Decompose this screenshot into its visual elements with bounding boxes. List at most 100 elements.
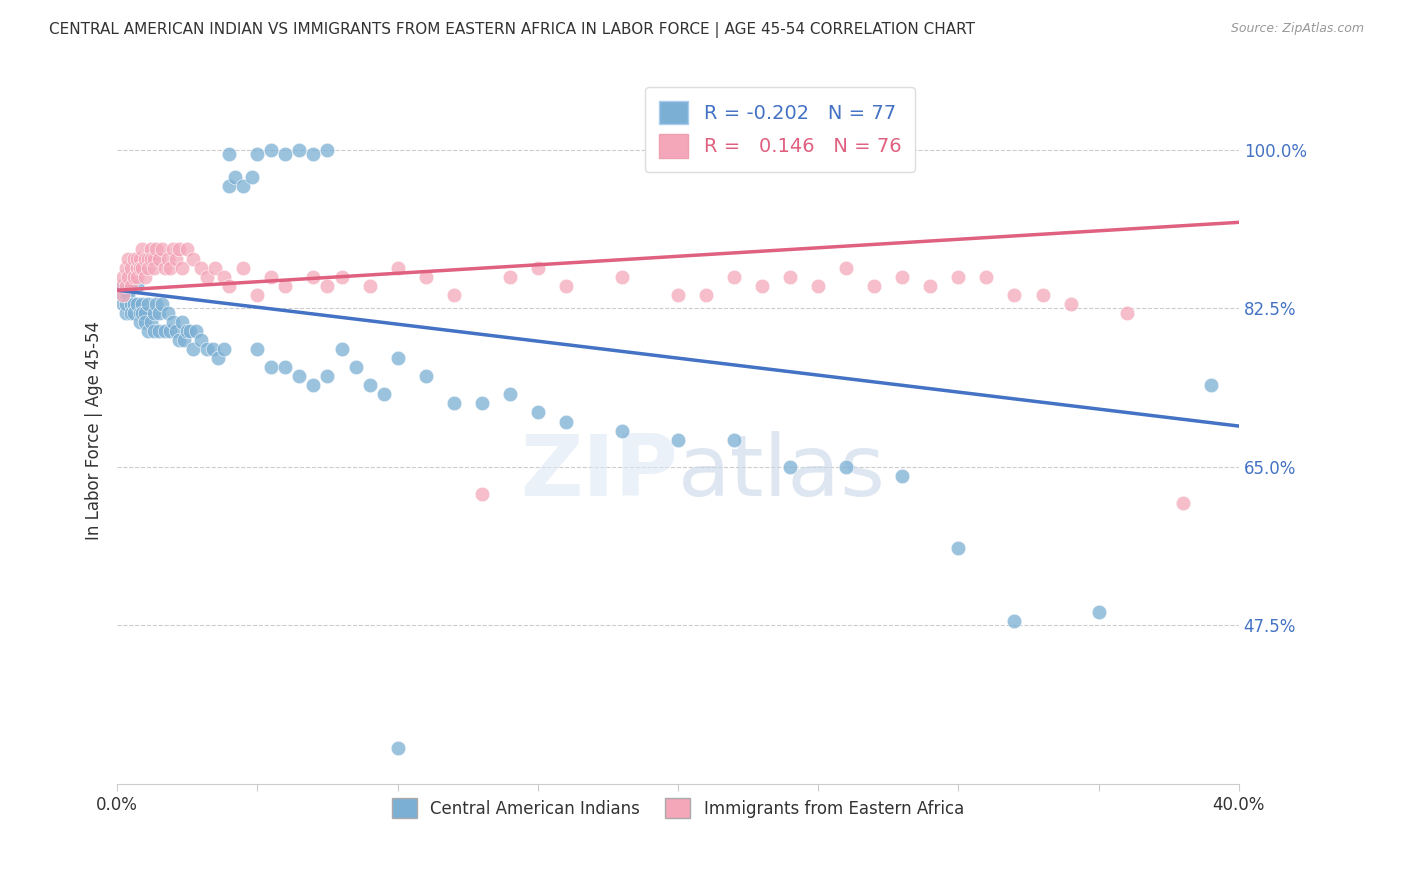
Point xyxy=(260,360,283,375)
Point xyxy=(415,269,437,284)
Point xyxy=(108,287,131,301)
Point xyxy=(207,351,229,366)
Point xyxy=(212,269,235,284)
Point xyxy=(111,278,134,293)
Point xyxy=(156,252,179,266)
Point xyxy=(835,260,858,275)
Point xyxy=(125,269,148,284)
Point xyxy=(134,269,156,284)
Point xyxy=(114,278,136,293)
Point xyxy=(162,243,184,257)
Point xyxy=(125,297,148,311)
Point xyxy=(387,351,409,366)
Point xyxy=(666,433,689,447)
Point xyxy=(344,360,367,375)
Point xyxy=(387,740,409,755)
Point xyxy=(554,278,576,293)
Point xyxy=(260,143,283,157)
Point xyxy=(114,306,136,320)
Point xyxy=(330,269,353,284)
Point xyxy=(1115,306,1137,320)
Point xyxy=(128,260,150,275)
Point xyxy=(359,278,381,293)
Point xyxy=(779,459,801,474)
Point xyxy=(136,324,159,338)
Point xyxy=(131,243,153,257)
Point xyxy=(122,306,145,320)
Point xyxy=(111,269,134,284)
Point xyxy=(179,324,201,338)
Point xyxy=(302,147,325,161)
Point xyxy=(976,269,998,284)
Point xyxy=(120,306,142,320)
Point xyxy=(181,342,204,356)
Point xyxy=(114,260,136,275)
Point xyxy=(150,297,173,311)
Point xyxy=(1171,496,1194,510)
Point xyxy=(128,315,150,329)
Point xyxy=(142,260,165,275)
Point xyxy=(159,260,181,275)
Point xyxy=(170,260,193,275)
Point xyxy=(148,252,170,266)
Point xyxy=(108,278,131,293)
Point xyxy=(1199,378,1222,392)
Point xyxy=(159,324,181,338)
Point xyxy=(176,243,198,257)
Point xyxy=(948,541,970,556)
Point xyxy=(117,278,139,293)
Point xyxy=(134,252,156,266)
Point xyxy=(120,278,142,293)
Y-axis label: In Labor Force | Age 45-54: In Labor Force | Age 45-54 xyxy=(86,321,103,540)
Point xyxy=(142,324,165,338)
Point xyxy=(170,315,193,329)
Point xyxy=(751,143,773,157)
Point xyxy=(125,260,148,275)
Point xyxy=(330,342,353,356)
Point xyxy=(218,179,240,194)
Point xyxy=(526,260,548,275)
Point xyxy=(948,269,970,284)
Point xyxy=(136,260,159,275)
Point xyxy=(1031,287,1053,301)
Point xyxy=(212,342,235,356)
Legend: Central American Indians, Immigrants from Eastern Africa: Central American Indians, Immigrants fro… xyxy=(385,791,970,825)
Point xyxy=(695,287,717,301)
Point xyxy=(359,378,381,392)
Point xyxy=(167,243,190,257)
Point xyxy=(666,143,689,157)
Point xyxy=(173,333,195,347)
Text: Source: ZipAtlas.com: Source: ZipAtlas.com xyxy=(1230,22,1364,36)
Point xyxy=(201,342,224,356)
Point xyxy=(139,252,162,266)
Point xyxy=(167,333,190,347)
Point xyxy=(232,260,254,275)
Point xyxy=(136,252,159,266)
Point xyxy=(128,306,150,320)
Point xyxy=(723,433,745,447)
Point xyxy=(666,287,689,301)
Point xyxy=(117,287,139,301)
Text: ZIP: ZIP xyxy=(520,432,678,515)
Point xyxy=(610,424,633,438)
Point xyxy=(471,487,494,501)
Point xyxy=(134,306,156,320)
Point xyxy=(165,324,187,338)
Point xyxy=(274,360,297,375)
Point xyxy=(920,278,942,293)
Point xyxy=(224,169,246,184)
Point xyxy=(184,324,207,338)
Point xyxy=(218,147,240,161)
Point xyxy=(499,269,522,284)
Point xyxy=(134,315,156,329)
Point xyxy=(131,306,153,320)
Point xyxy=(723,269,745,284)
Point xyxy=(181,252,204,266)
Point xyxy=(136,297,159,311)
Point xyxy=(145,243,167,257)
Point xyxy=(131,297,153,311)
Point xyxy=(274,278,297,293)
Point xyxy=(125,278,148,293)
Point xyxy=(1004,287,1026,301)
Point xyxy=(302,269,325,284)
